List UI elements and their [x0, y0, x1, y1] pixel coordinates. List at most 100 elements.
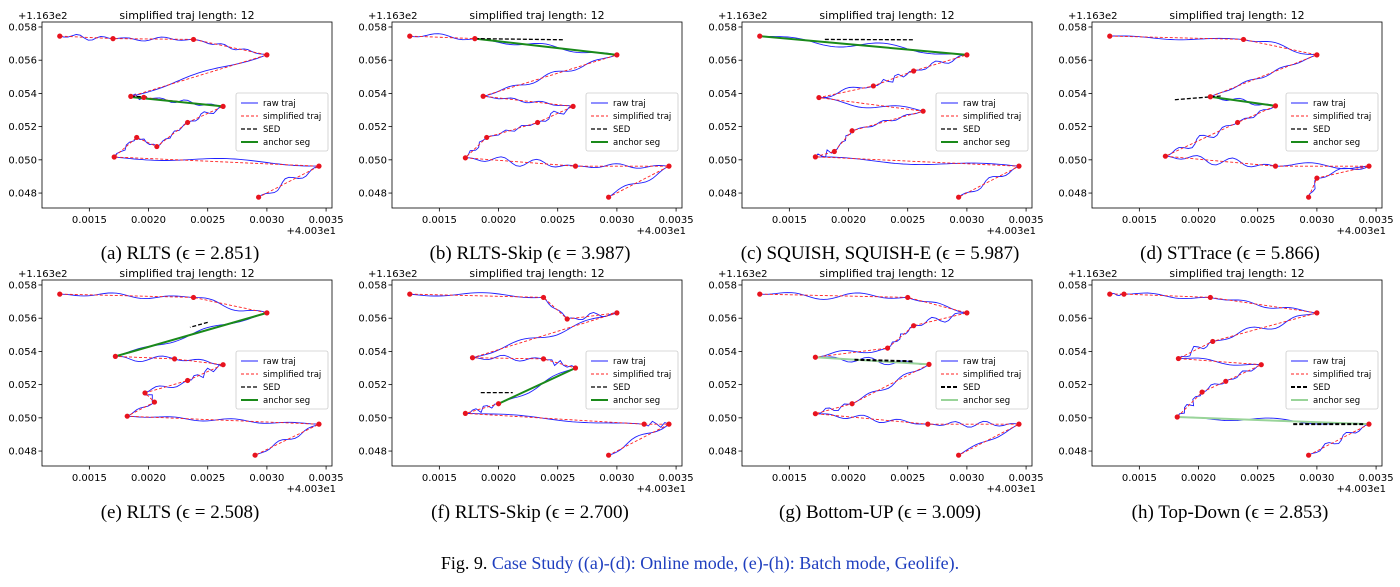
traj-point [956, 452, 962, 458]
legend-label: simplified traj [963, 370, 1021, 380]
x-tick-label: 0.0025 [890, 215, 925, 226]
legend-label: anchor seg [613, 138, 660, 148]
plot-frame [1091, 279, 1383, 467]
y-tick-label: 0.056 [8, 56, 37, 67]
traj-point [849, 401, 855, 407]
traj-point [911, 68, 917, 74]
chart-panel-g: simplified traj length: 12 +1.163e2 +4.003… [708, 267, 1043, 495]
traj-point [926, 361, 932, 367]
traj-point [572, 365, 579, 371]
traj-point [1107, 291, 1113, 297]
traj-point [534, 119, 541, 126]
traj-point [1162, 153, 1168, 159]
sed-line [1174, 95, 1223, 101]
traj-point [1306, 194, 1312, 200]
anchor-seg-line [1177, 416, 1370, 426]
x-tick-label: 0.0015 [72, 215, 107, 226]
legend-label: raw traj [263, 99, 296, 109]
figure-caption: Fig. 9. Case Study ((a)-(d): Online mode… [0, 553, 1400, 574]
legend-label: SED [1313, 125, 1331, 135]
traj-point [1314, 175, 1320, 181]
traj-point [154, 143, 160, 150]
legend-label: SED [263, 383, 281, 393]
plot-frame [741, 21, 1033, 209]
y-tick-label: 0.056 [1058, 56, 1087, 67]
y-tick-label: 0.054 [8, 89, 37, 100]
x-tick-label: 0.0025 [540, 215, 575, 226]
traj-point [1258, 362, 1264, 368]
y-offset-label: +1.163e2 [18, 11, 68, 22]
traj-point [1366, 163, 1372, 169]
legend-box [235, 350, 329, 410]
x-tick-label: 0.0015 [772, 473, 807, 484]
traj-point [1306, 452, 1312, 458]
y-offset-label: +1.163e2 [1068, 11, 1118, 22]
x-tick-label: 0.0015 [1122, 473, 1157, 484]
traj-point [911, 323, 917, 329]
legend-label: raw traj [263, 357, 296, 367]
traj-point [184, 119, 191, 126]
sed-line [189, 321, 208, 328]
traj-point [111, 154, 117, 160]
x-tick-label: 0.0020 [131, 473, 166, 484]
traj-point [641, 421, 647, 427]
traj-point [831, 148, 837, 155]
traj-point [151, 399, 158, 405]
y-tick-label: 0.056 [708, 56, 737, 67]
x-tick-label: 0.0015 [422, 215, 457, 226]
traj-point [472, 36, 478, 42]
x-offset-label: +4.003e1 [986, 484, 1036, 495]
legend-label: SED [1313, 383, 1331, 393]
y-tick-label: 0.054 [358, 89, 387, 100]
y-offset-label: +1.163e2 [718, 11, 768, 22]
x-tick-label: 0.0035 [309, 215, 344, 226]
traj-point [190, 36, 197, 43]
legend-label: simplified traj [613, 370, 671, 380]
traj-point [956, 194, 962, 200]
traj-point [462, 410, 468, 416]
traj-point [1272, 103, 1279, 109]
y-tick-label: 0.048 [8, 189, 37, 200]
y-tick-label: 0.052 [1058, 380, 1087, 391]
y-tick-label: 0.050 [358, 413, 387, 424]
sed-line [474, 37, 564, 41]
x-tick-label: 0.0030 [949, 473, 984, 484]
x-tick-label: 0.0035 [1009, 215, 1044, 226]
traj-point [112, 353, 118, 359]
x-offset-label: +4.003e1 [286, 484, 336, 495]
legend-label: SED [963, 125, 981, 135]
legend-box [585, 350, 679, 410]
y-tick-label: 0.048 [1058, 189, 1087, 200]
panel-caption-d: (d) STTrace (ϵ = 5.866) [1140, 243, 1320, 264]
legend-label: anchor seg [613, 396, 660, 406]
y-tick-label: 0.058 [358, 280, 387, 291]
traj-point [484, 134, 490, 141]
x-tick-label: 0.0020 [481, 215, 516, 226]
legend-label: simplified traj [263, 370, 321, 380]
traj-point [564, 316, 570, 322]
anchor-seg-line [474, 37, 618, 56]
y-tick-label: 0.052 [1058, 122, 1087, 133]
x-tick-label: 0.0020 [831, 473, 866, 484]
y-tick-label: 0.058 [1058, 280, 1087, 291]
x-tick-label: 0.0035 [309, 473, 344, 484]
panel-caption-f: (f) RLTS-Skip (ϵ = 2.700) [431, 502, 629, 523]
anchor-seg-line [498, 367, 576, 405]
x-tick-label: 0.0025 [190, 473, 225, 484]
traj-point [1016, 421, 1022, 427]
traj-point [1366, 421, 1372, 427]
traj-point [905, 294, 911, 301]
traj-point [1314, 52, 1320, 58]
traj-point [220, 362, 226, 368]
anchor-seg-line [815, 356, 930, 366]
chart-title: simplified traj length: 12 [469, 9, 604, 22]
traj-point [220, 103, 226, 109]
y-tick-label: 0.050 [1058, 413, 1087, 424]
y-tick-label: 0.048 [1058, 447, 1087, 458]
traj-point [57, 291, 63, 297]
traj-point [757, 291, 763, 297]
y-tick-label: 0.050 [8, 413, 37, 424]
traj-point [925, 421, 931, 427]
chart-panel-c: simplified traj length: 12 +1.163e2 +4.003… [708, 9, 1044, 237]
legend-label: anchor seg [1313, 396, 1360, 406]
